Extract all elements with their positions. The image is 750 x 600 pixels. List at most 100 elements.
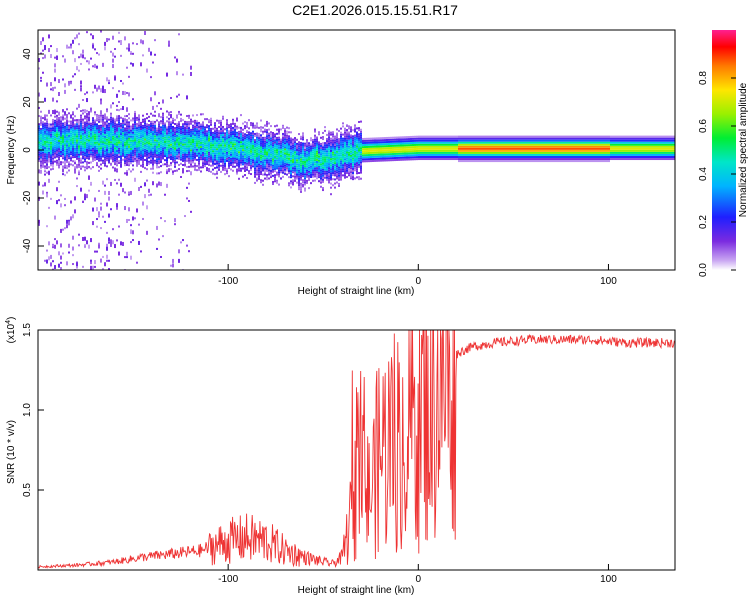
spectrogram-cell <box>194 166 196 169</box>
spectrogram-cell <box>246 150 248 153</box>
spectrogram-cell <box>122 154 124 157</box>
spectrogram-noise-cell <box>118 101 120 104</box>
spectrogram-cell <box>80 133 82 136</box>
spectrogram-cell <box>388 153 390 156</box>
spectrogram-cell <box>136 131 138 134</box>
spectrogram-cell <box>430 143 432 146</box>
spectrogram-cell <box>392 146 394 149</box>
spectrogram-cell <box>394 159 396 162</box>
spectrogram-cell <box>366 137 368 140</box>
spectrogram-cell <box>156 143 158 146</box>
spectrogram-cell <box>264 140 266 143</box>
spectrogram-cell <box>452 145 454 148</box>
spectrogram-cell <box>220 121 222 124</box>
spectrogram-cell <box>342 162 344 165</box>
spectrogram-noise-cell <box>76 177 78 180</box>
spectrogram-cell <box>190 118 192 121</box>
spectrogram-cell <box>316 142 318 145</box>
spectrogram-cell <box>162 133 164 136</box>
spectrogram-cell <box>284 134 286 137</box>
spectrogram-cell <box>70 159 72 162</box>
spectrogram-cell <box>110 141 112 144</box>
spectrogram-cell <box>146 164 148 167</box>
spectrogram-cell <box>366 145 368 148</box>
spectrogram-cell <box>44 165 46 168</box>
spectrogram-cell <box>270 131 272 134</box>
spectrogram-cell <box>60 130 62 133</box>
spectrogram-cell <box>116 156 118 159</box>
spectrogram-cell <box>440 158 442 161</box>
spectrogram-cell <box>62 157 64 160</box>
spectrogram-cell <box>372 147 374 150</box>
spectrogram-cell <box>158 143 160 146</box>
spectrogram-noise-cell <box>104 220 106 223</box>
spectrogram-cell <box>158 127 160 130</box>
spectrogram-cell <box>244 153 246 156</box>
spectrogram-cell <box>450 135 452 138</box>
spectrogram-noise-cell <box>56 55 58 60</box>
spectrogram-cell <box>214 167 216 170</box>
spectrogram-cell <box>168 125 170 128</box>
spectrogram-cell <box>374 157 376 160</box>
spectrogram-cell <box>182 157 184 160</box>
spectrogram-cell <box>308 162 310 165</box>
spectrogram-cell <box>308 156 310 159</box>
spectrogram-cell <box>206 138 208 141</box>
spectrogram-noise-cell <box>130 62 132 65</box>
spectrogram-cell <box>286 155 288 158</box>
spectrogram-cell <box>314 175 316 178</box>
spectrogram-cell <box>192 155 194 158</box>
spectrogram-noise-cell <box>84 57 86 60</box>
spectrogram-cell <box>136 157 138 160</box>
spectrogram-cell <box>264 173 266 176</box>
spectrogram-cell <box>276 171 278 174</box>
spectrogram-cell <box>448 135 450 138</box>
spectrogram-cell <box>94 152 96 155</box>
spectrogram-cell <box>240 137 242 140</box>
spectrogram-cell <box>436 143 438 146</box>
spectrogram-cell <box>110 155 112 158</box>
spectrogram-cell <box>304 187 306 190</box>
spectrogram-cell <box>418 156 420 159</box>
spectrogram-cell <box>266 131 268 134</box>
spectrogram-cell <box>222 164 224 167</box>
spectrogram-cell <box>270 139 272 142</box>
spectrogram-cell <box>54 127 56 130</box>
spectrogram-cell <box>340 133 342 136</box>
spectrogram-cell <box>162 157 164 160</box>
spectrogram-cell <box>194 158 196 161</box>
spectrogram-cell <box>348 164 350 167</box>
spectrogram-noise-cell <box>98 211 100 216</box>
spectrogram-cell <box>118 119 120 122</box>
spectrogram-cell <box>96 162 98 165</box>
spectrogram-cell <box>130 135 132 138</box>
spectrogram-cell <box>266 143 268 146</box>
spectrogram-cell <box>330 152 332 155</box>
spectrogram-noise-cell <box>80 110 82 113</box>
spectrogram-cell <box>426 141 428 144</box>
spectrogram-cell <box>334 178 336 181</box>
spectrogram-cell <box>192 149 194 152</box>
spectrogram-cell <box>304 169 306 172</box>
spectrogram-cell <box>378 153 380 156</box>
spectrogram-cell <box>154 143 156 146</box>
spectrogram-cell <box>268 136 270 139</box>
spectrogram-cell <box>184 135 186 138</box>
spectrogram-cell <box>462 143 464 146</box>
spectrogram-cell <box>146 143 148 146</box>
spectrogram-cell <box>136 151 138 154</box>
spectrogram-cell <box>288 172 290 175</box>
spectrogram-cell <box>198 146 200 149</box>
spectrogram-cell <box>460 156 462 158</box>
spectrogram-cell <box>282 159 284 162</box>
spectrogram-cell <box>412 150 414 153</box>
spectrogram-cell <box>90 136 92 139</box>
spectrogram-cell <box>86 120 88 123</box>
spectrogram-cell <box>412 146 414 149</box>
spectrogram-noise-cell <box>98 85 100 90</box>
spectrogram-cell <box>376 153 378 156</box>
spectrogram-cell <box>390 157 392 160</box>
spectrogram-noise-cell <box>62 55 64 58</box>
spectrogram-cell <box>106 110 108 113</box>
